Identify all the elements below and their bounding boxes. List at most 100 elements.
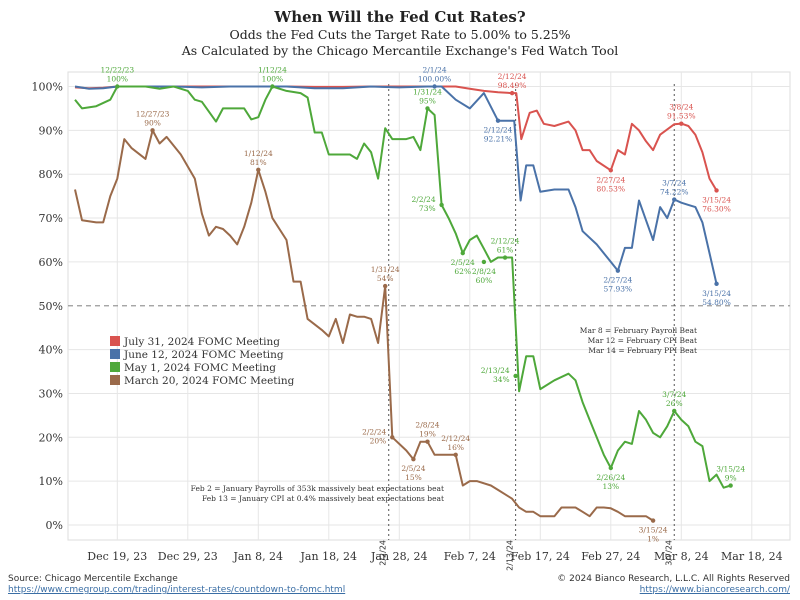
x-tick-label: Jan 28, 24 (370, 550, 428, 563)
annotation-value: 73% (419, 204, 436, 213)
y-tick-label: 30% (39, 387, 63, 400)
x-tick-label: Feb 7, 24 (444, 550, 496, 563)
annotation-point (425, 106, 430, 111)
footer-copyright: © 2024 Bianco Research, L.L.C. All Right… (557, 574, 790, 596)
annotation-date: 2/2/24 (362, 427, 386, 436)
annotation-date: 1/12/24 (244, 149, 273, 158)
annotation-point (460, 250, 465, 256)
annotation-date: 12/27/23 (136, 109, 170, 118)
annotation-value: 16% (447, 443, 464, 452)
annotation-point (714, 281, 719, 287)
annotation-value: 9% (725, 474, 737, 483)
y-tick-label: 10% (39, 475, 63, 488)
annotation-value: 1% (647, 535, 659, 544)
copyright-text: © 2024 Bianco Research, L.L.C. All Right… (557, 574, 790, 584)
annotation-date: 2/13/24 (481, 366, 510, 375)
annotation-point (256, 167, 261, 173)
annotation-point (714, 188, 719, 193)
annotation-point (425, 439, 430, 444)
annotation-value: 61% (497, 246, 514, 255)
annotation-point (608, 168, 613, 173)
annotation-point (411, 457, 416, 462)
legend-swatch-jun (110, 349, 120, 359)
annotation-value: 15% (405, 473, 422, 482)
x-tick-label: Mar 8, 24 (654, 550, 709, 563)
x-tick-label: Jan 8, 24 (233, 550, 284, 563)
annotation-point (115, 84, 120, 89)
legend-swatch-may (110, 362, 120, 372)
annotation-point (650, 518, 656, 523)
note-text: Mar 14 = February PPI Beat (588, 346, 697, 355)
chart-title: When Will the Fed Cut Rates? (274, 8, 526, 26)
legend-swatch-jul (110, 336, 120, 346)
annotation-date: 2/5/24 (401, 464, 425, 473)
y-tick-label: 0% (46, 519, 63, 532)
annotation-point (502, 255, 508, 260)
chart-subtitle-2: As Calculated by the Chicago Mercantile … (181, 43, 619, 58)
annotation-date: 2/12/24 (491, 237, 520, 246)
annotation-date: 2/5/24 (451, 258, 475, 267)
legend-swatch-mar (110, 375, 120, 385)
annotation-date: 3/15/24 (702, 289, 731, 298)
annotation-point (513, 373, 518, 379)
chart-subtitle: Odds the Fed Cuts the Target Rate to 5.0… (229, 27, 571, 42)
annotation-value: 62% (454, 267, 471, 276)
event-marker-label: 2/13/24 (506, 540, 515, 571)
y-tick-label: 80% (39, 168, 63, 181)
annotation-point (672, 408, 677, 414)
annotation-date: 1/12/24 (258, 66, 287, 75)
annotation-value: 92.21% (484, 135, 513, 144)
y-tick-label: 100% (32, 81, 63, 94)
annotation-value: 34% (493, 375, 510, 384)
annotation-point (439, 202, 444, 208)
annotation-date: 3/8/24 (669, 103, 693, 112)
annotation-value: 80.53% (596, 184, 625, 193)
annotation-point (608, 465, 613, 471)
series-line-mar (74, 129, 654, 522)
annotation-point (383, 283, 388, 289)
annotation-point (270, 84, 275, 89)
legend-label: June 12, 2024 FOMC Meeting (123, 349, 284, 361)
annotation-date: 3/7/24 (662, 179, 686, 188)
y-tick-label: 50% (39, 300, 63, 313)
annotation-value: 100.00% (418, 75, 451, 84)
annotation-value: 90% (144, 118, 161, 127)
annotation-date: 2/12/24 (498, 72, 527, 81)
y-tick-label: 20% (39, 431, 63, 444)
annotation-value: 74.22% (660, 188, 689, 197)
annotation-date: 2/1/24 (422, 66, 446, 75)
x-tick-label: Jan 18, 24 (300, 550, 358, 563)
annotation-value: 54% (377, 274, 394, 283)
annotation-point (615, 268, 621, 273)
annotation-value: 60% (476, 276, 493, 285)
annotation-value: 100% (262, 75, 283, 84)
annotation-point (432, 84, 437, 89)
annotation-date: 2/12/24 (441, 434, 470, 443)
annotation-date: 2/2/24 (411, 195, 435, 204)
annotation-value: 26% (666, 399, 683, 408)
annotation-value: 81% (250, 158, 267, 167)
x-tick-label: Dec 19, 23 (87, 550, 147, 563)
annotation-value: 19% (419, 430, 436, 439)
legend-label: July 31, 2024 FOMC Meeting (123, 336, 280, 348)
x-tick-label: Dec 29, 23 (158, 550, 218, 563)
source-link[interactable]: https://www.cmegroup.com/trading/interes… (8, 585, 346, 595)
annotation-value: 20% (370, 436, 387, 445)
event-marker-label: 3/7/24 (664, 540, 673, 566)
annotation-value: 76.30% (702, 204, 731, 213)
y-tick-label: 70% (39, 212, 63, 225)
annotation-date: 3/15/24 (702, 195, 731, 204)
x-tick-label: Mar 18, 24 (721, 550, 783, 563)
note-text: Feb 2 = January Payrolls of 353k massive… (191, 484, 444, 493)
annotation-date: 3/7/24 (662, 390, 686, 399)
annotation-date: 3/15/24 (639, 526, 668, 535)
website-link[interactable]: https://www.biancoresearch.com/ (639, 585, 790, 595)
annotation-date: 2/8/24 (472, 267, 496, 276)
annotation-date: 2/27/24 (596, 175, 625, 184)
annotation-point (728, 483, 733, 488)
annotation-value: 57.93% (604, 285, 633, 294)
annotation-point (679, 121, 684, 126)
annotation-point (481, 259, 487, 265)
annotation-point (509, 90, 515, 96)
x-tick-label: Feb 27, 24 (581, 550, 640, 563)
